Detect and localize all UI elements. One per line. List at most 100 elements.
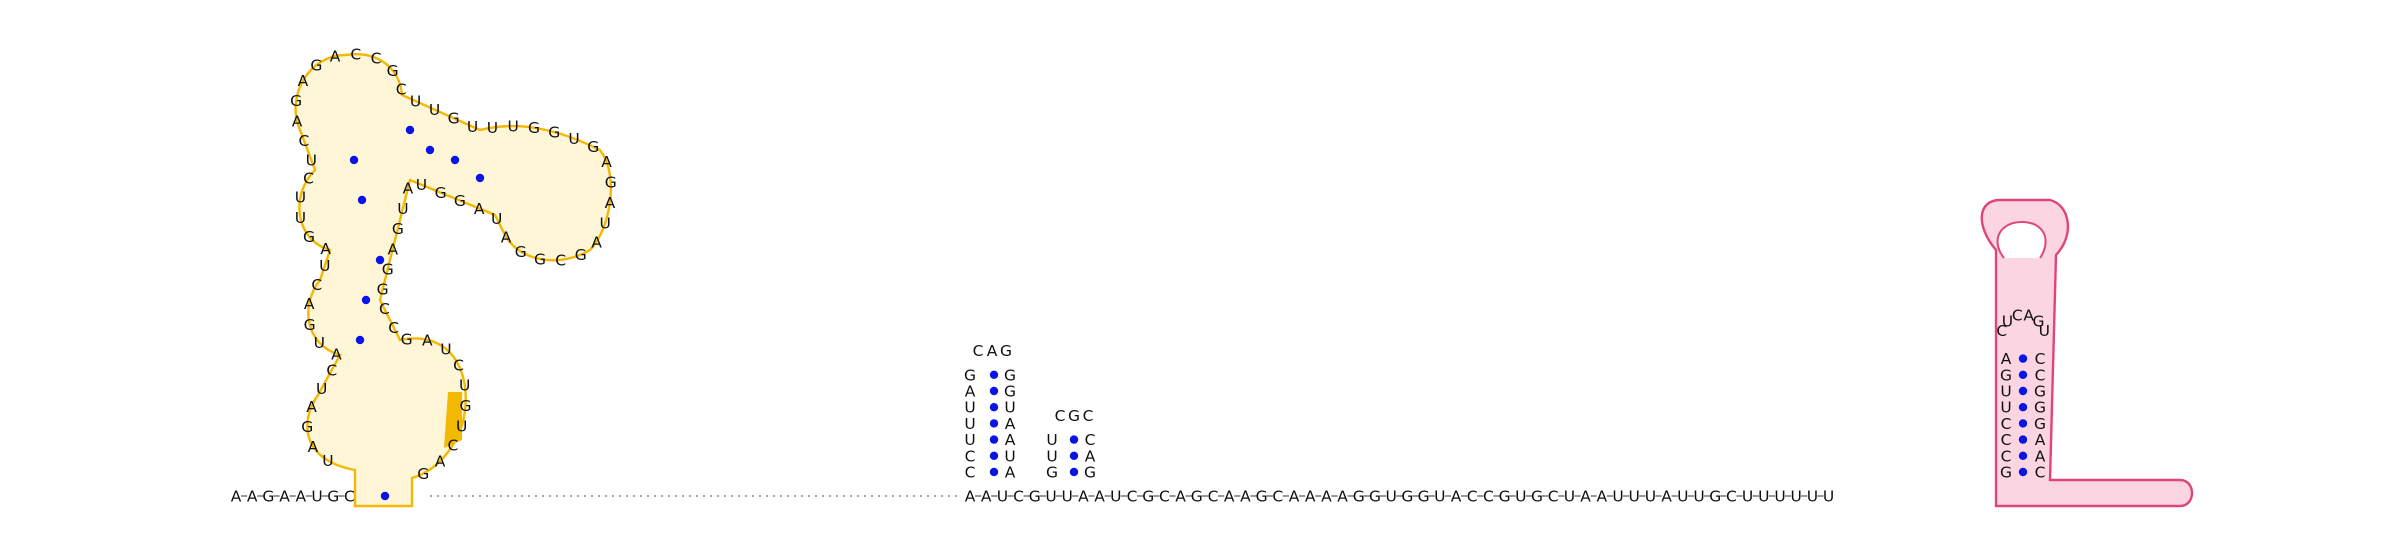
base-pair-dot xyxy=(355,335,365,345)
nucleotide: U xyxy=(964,431,975,449)
nucleotide: G xyxy=(2034,383,2046,401)
nucleotide: G xyxy=(392,220,404,238)
domain-backgrounds xyxy=(294,53,2194,508)
base-pair-dot xyxy=(361,295,371,305)
domain3-loop-hole xyxy=(1996,220,2047,259)
nucleotide: A xyxy=(1085,447,1096,465)
nucleotide: G xyxy=(1004,383,1016,401)
nucleotide: U xyxy=(1791,488,1802,506)
nucleotide: C xyxy=(379,300,390,318)
nucleotide: C xyxy=(1996,322,2007,340)
nucleotide: C xyxy=(299,132,310,150)
nucleotide: G xyxy=(303,228,315,246)
nucleotide: A xyxy=(1580,488,1591,506)
nucleotide: G xyxy=(304,316,316,334)
nucleotide: U xyxy=(1062,488,1073,506)
nucleotide: A xyxy=(965,488,976,506)
nucleotide: U xyxy=(316,380,327,398)
nucleotide: A xyxy=(279,488,290,506)
domain1-emphasis xyxy=(444,392,462,448)
nucleotide: U xyxy=(1046,431,1057,449)
nucleotide: C xyxy=(965,464,976,482)
nucleotide: G xyxy=(377,281,389,299)
nucleotide: A xyxy=(320,240,331,258)
nucleotide: A xyxy=(331,345,342,363)
nucleotide: A xyxy=(1321,488,1332,506)
nucleotide: C xyxy=(2012,307,2023,325)
nucleotide: U xyxy=(508,118,519,136)
nucleotide: A xyxy=(1451,488,1462,506)
nucleotide: G xyxy=(587,138,599,156)
base-pair-dot xyxy=(450,155,460,165)
nucleotide: C xyxy=(448,436,459,454)
nucleotide: G xyxy=(534,251,546,269)
nucleotide: A xyxy=(2035,431,2046,449)
base-pair-dot xyxy=(2018,451,2028,460)
base-pair-dot xyxy=(2018,467,2028,477)
nucleotide: G xyxy=(1068,407,1080,425)
base-pair-dot xyxy=(2018,419,2028,428)
base-pair-dot xyxy=(2018,435,2028,444)
nucleotide: C xyxy=(2001,415,2012,433)
nucleotide: G xyxy=(964,366,976,384)
nucleotide: G xyxy=(1353,488,1365,506)
nucleotide: U xyxy=(1046,447,1057,465)
nucleotide: C xyxy=(1483,488,1494,506)
base-pair-dot xyxy=(989,370,999,379)
nucleotide: C xyxy=(388,319,399,337)
base-pair-dot xyxy=(1069,467,1079,477)
nucleotide: U xyxy=(1807,488,1818,506)
nucleotide: A xyxy=(1596,488,1607,506)
nucleotide: G xyxy=(548,124,560,142)
nucleotide: A xyxy=(501,228,512,246)
nucleotide: U xyxy=(1434,488,1445,506)
nucleotide: C xyxy=(371,50,382,68)
nucleotide: G xyxy=(2033,312,2045,330)
base-pair-dot xyxy=(2018,354,2028,363)
nucleotide: G xyxy=(448,110,460,128)
nucleotide: C xyxy=(303,169,314,187)
nucleotide: A xyxy=(435,453,446,471)
nucleotide: A xyxy=(304,295,315,313)
nucleotide: C xyxy=(1127,488,1138,506)
base-pair-dot xyxy=(1069,435,1079,444)
nucleotide: G xyxy=(310,57,322,75)
base-pair-dot xyxy=(989,467,999,477)
nucleotide: U xyxy=(1774,488,1785,506)
nucleotide: G xyxy=(454,192,466,210)
nucleotide: C xyxy=(555,251,566,269)
nucleotide: U xyxy=(2002,312,2013,330)
nucleotide: A xyxy=(2023,307,2034,325)
nucleotide: U xyxy=(416,176,427,194)
nucleotide: C xyxy=(1055,407,1066,425)
nucleotide: A xyxy=(1094,488,1105,506)
nucleotide: C xyxy=(1159,488,1170,506)
nucleotide: A xyxy=(1005,464,1016,482)
nucleotide: G xyxy=(1256,488,1268,506)
nucleotide: U xyxy=(295,188,306,206)
nucleotide: G xyxy=(1499,488,1511,506)
base-pair-dot xyxy=(2018,403,2028,412)
nucleotide: U xyxy=(467,118,478,136)
nucleotide: A xyxy=(601,153,612,171)
nucleotide: G xyxy=(387,62,399,80)
nucleotide: C xyxy=(1083,407,1094,425)
nucleotide: U xyxy=(440,340,451,358)
nucleotide: C xyxy=(453,357,464,375)
nucleotide: A xyxy=(1289,488,1300,506)
nucleotide: C xyxy=(1548,488,1559,506)
nucleotide: G xyxy=(290,92,302,110)
nucleotide: C xyxy=(1013,488,1024,506)
nucleotide: U xyxy=(1742,488,1753,506)
nucleotide: U xyxy=(1515,488,1526,506)
nucleotide: C xyxy=(1726,488,1737,506)
domain1-highlight xyxy=(294,53,613,508)
nucleotide: G xyxy=(435,184,447,202)
nucleotide: G xyxy=(459,397,471,415)
nucleotide: G xyxy=(1369,488,1381,506)
nucleotide: G xyxy=(1709,488,1721,506)
base-pair-dot xyxy=(989,435,999,444)
nucleotide: G xyxy=(1401,488,1413,506)
